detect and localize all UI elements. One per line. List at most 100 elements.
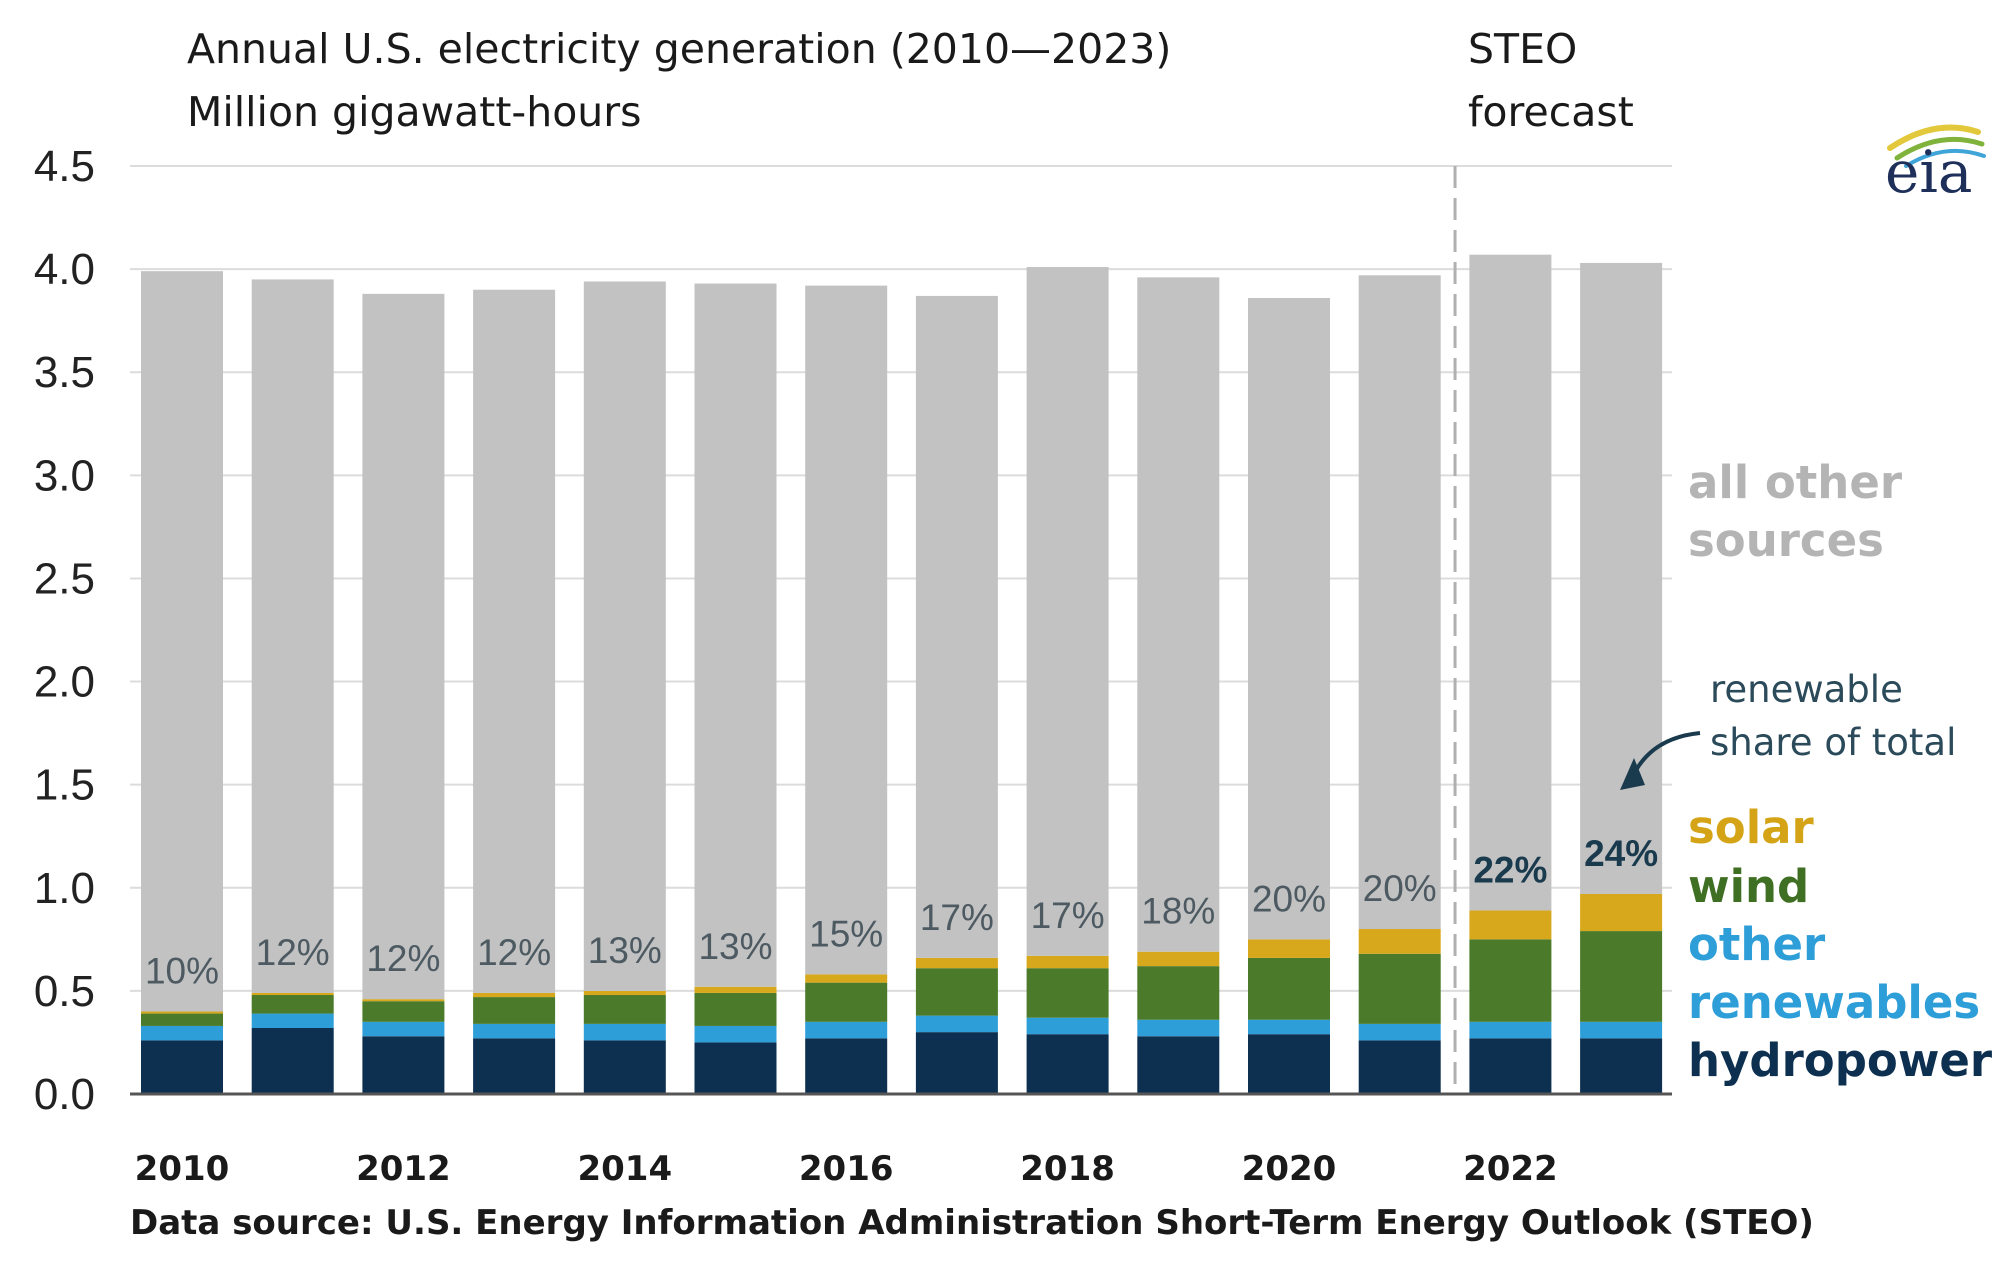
bar-wind-2014 bbox=[583, 995, 666, 1024]
legend-hydropower: hydropower bbox=[1688, 1034, 1993, 1087]
x-tick-label: 2010 bbox=[135, 1149, 230, 1189]
x-tick-label: 2016 bbox=[799, 1149, 894, 1189]
y-axis-ticks: 0.0 0.5 1.0 1.5 2.0 2.5 3.0 3.5 4.0 4.5 bbox=[34, 142, 95, 1119]
legend-other-line2: renewables bbox=[1688, 976, 1980, 1029]
x-axis-ticks: 2010 2012 2014 2016 2018 2020 2022 bbox=[135, 1149, 1558, 1189]
data-source: Data source: U.S. Energy Information Adm… bbox=[130, 1203, 1814, 1243]
bars bbox=[141, 254, 1663, 1094]
bar-hydropower-2020 bbox=[1248, 1034, 1330, 1094]
bar-wind-2020 bbox=[1248, 957, 1330, 1020]
renewable-share-label-2010: 10% bbox=[145, 951, 219, 992]
bar-wind-2018 bbox=[1026, 968, 1109, 1018]
bar-hydropower-2017 bbox=[915, 1032, 998, 1094]
bar-solar-2014 bbox=[583, 990, 666, 996]
bar-hydropower-2019 bbox=[1137, 1036, 1220, 1094]
bar-hydropower-2016 bbox=[805, 1038, 888, 1094]
bar-other-renewables-2019 bbox=[1137, 1019, 1220, 1037]
bar-all-other-sources-2022 bbox=[1469, 254, 1552, 911]
annotation-line2: share of total bbox=[1710, 721, 1956, 764]
bar-solar-2011 bbox=[251, 992, 334, 996]
y-tick-label: 1.5 bbox=[34, 761, 95, 810]
renewable-share-label-2014: 13% bbox=[588, 930, 662, 971]
renewable-share-annotation: renewable share of total bbox=[1620, 668, 1956, 790]
chart-title: Annual U.S. electricity generation (2010… bbox=[187, 25, 1171, 73]
bar-other-renewables-2010 bbox=[141, 1025, 223, 1041]
bar-other-renewables-2016 bbox=[805, 1021, 888, 1039]
bar-other-renewables-2015 bbox=[694, 1025, 777, 1043]
annotation-line1: renewable bbox=[1710, 668, 1903, 711]
bar-hydropower-2021 bbox=[1358, 1040, 1441, 1094]
bar-wind-2013 bbox=[473, 997, 556, 1024]
bar-all-other-sources-2017 bbox=[915, 295, 998, 958]
bar-wind-2016 bbox=[805, 982, 888, 1022]
logo-text: eia bbox=[1885, 138, 1972, 206]
bar-wind-2023 bbox=[1580, 931, 1663, 1022]
bar-hydropower-2022 bbox=[1469, 1038, 1552, 1094]
bar-hydropower-2015 bbox=[694, 1042, 777, 1094]
bar-other-renewables-2023 bbox=[1580, 1021, 1663, 1039]
eia-logo: eia bbox=[1885, 124, 1986, 206]
renewable-share-label-2011: 12% bbox=[256, 932, 330, 973]
x-tick-label: 2020 bbox=[1242, 1149, 1337, 1189]
forecast-label-line1: STEO bbox=[1468, 25, 1577, 73]
bar-other-renewables-2021 bbox=[1358, 1023, 1441, 1041]
bar-wind-2022 bbox=[1469, 939, 1552, 1022]
chart-subtitle: Million gigawatt-hours bbox=[187, 88, 641, 136]
y-tick-label: 3.0 bbox=[34, 451, 95, 500]
bar-all-other-sources-2013 bbox=[473, 289, 556, 993]
bar-all-other-sources-2015 bbox=[694, 283, 777, 987]
bar-solar-2020 bbox=[1248, 939, 1330, 958]
bar-solar-2016 bbox=[805, 974, 888, 983]
bar-all-other-sources-2011 bbox=[251, 279, 334, 993]
logo-swoosh-gold bbox=[1887, 124, 1981, 151]
bar-all-other-sources-2023 bbox=[1580, 262, 1663, 894]
bar-wind-2015 bbox=[694, 992, 777, 1026]
bar-other-renewables-2020 bbox=[1248, 1019, 1330, 1035]
renewable-share-label-2020: 20% bbox=[1252, 878, 1326, 919]
bar-other-renewables-2014 bbox=[583, 1023, 666, 1041]
renewable-share-label-2018: 17% bbox=[1031, 895, 1105, 936]
x-tick-label: 2022 bbox=[1463, 1149, 1558, 1189]
bar-hydropower-2014 bbox=[583, 1040, 666, 1094]
bar-wind-2021 bbox=[1358, 953, 1441, 1024]
logo-swoosh-blue bbox=[1904, 148, 1986, 168]
renewable-share-label-2013: 12% bbox=[477, 932, 551, 973]
bar-hydropower-2012 bbox=[362, 1036, 445, 1094]
bar-all-other-sources-2016 bbox=[805, 285, 888, 975]
bar-solar-2013 bbox=[473, 992, 556, 998]
renewable-share-label-2015: 13% bbox=[698, 926, 772, 967]
forecast-label-line2: forecast bbox=[1468, 88, 1634, 136]
bar-other-renewables-2018 bbox=[1026, 1017, 1109, 1035]
x-tick-label: 2014 bbox=[577, 1149, 672, 1189]
bar-solar-2022 bbox=[1469, 910, 1552, 940]
legend-all-other-line1: all other bbox=[1688, 456, 1903, 509]
y-tick-label: 1.0 bbox=[34, 864, 95, 913]
bar-solar-2023 bbox=[1580, 893, 1663, 932]
y-tick-label: 2.0 bbox=[34, 658, 95, 707]
x-tick-label: 2018 bbox=[1020, 1149, 1115, 1189]
bar-other-renewables-2012 bbox=[362, 1021, 445, 1037]
legend-wind: wind bbox=[1688, 860, 1809, 913]
bar-wind-2010 bbox=[141, 1013, 223, 1026]
renewable-share-label-2019: 18% bbox=[1141, 891, 1215, 932]
bar-all-other-sources-2012 bbox=[362, 293, 445, 1000]
bar-wind-2017 bbox=[915, 968, 998, 1016]
bar-all-other-sources-2020 bbox=[1248, 297, 1330, 940]
bar-hydropower-2011 bbox=[251, 1028, 334, 1094]
renewable-share-label-2023: 24% bbox=[1584, 833, 1658, 874]
renewable-share-label-2017: 17% bbox=[920, 897, 994, 938]
bar-hydropower-2010 bbox=[141, 1040, 223, 1094]
legend-solar: solar bbox=[1688, 801, 1814, 854]
bar-solar-2021 bbox=[1358, 929, 1441, 954]
bar-hydropower-2018 bbox=[1026, 1034, 1109, 1094]
bar-other-renewables-2022 bbox=[1469, 1021, 1552, 1039]
bar-other-renewables-2013 bbox=[473, 1023, 556, 1039]
legend: all other sources solar wind other renew… bbox=[1688, 456, 1993, 1087]
bar-hydropower-2013 bbox=[473, 1038, 556, 1094]
bar-solar-2012 bbox=[362, 999, 445, 1002]
legend-other-line1: other bbox=[1688, 918, 1826, 971]
annotation-arrowhead bbox=[1620, 758, 1645, 790]
bar-solar-2017 bbox=[915, 957, 998, 969]
bar-solar-2019 bbox=[1137, 951, 1220, 967]
legend-all-other-line2: sources bbox=[1688, 514, 1884, 567]
